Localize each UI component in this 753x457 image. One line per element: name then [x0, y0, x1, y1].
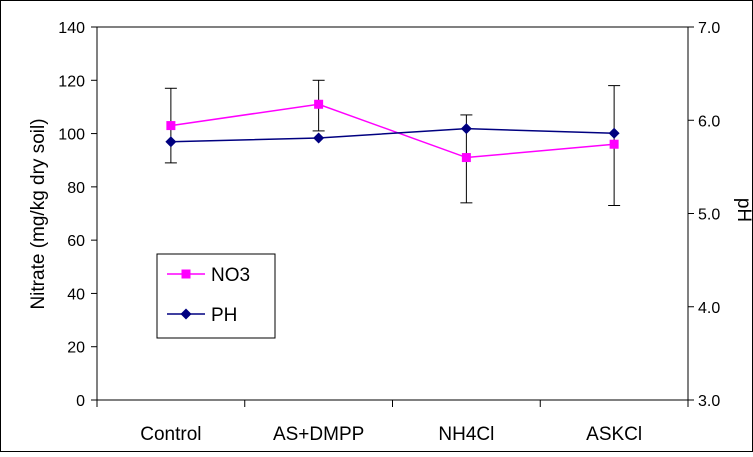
y2-tick-label: 6.0: [698, 113, 720, 130]
y-tick-label: 80: [67, 180, 85, 197]
legend-box: [156, 253, 276, 339]
data-point-ph: [165, 136, 177, 148]
y2-tick-label: 5.0: [698, 207, 720, 224]
legend-marker-no3: [181, 269, 191, 279]
x-tick-label: NH4Cl: [438, 424, 494, 445]
y-axis-label: Nitrate (mg/kg dry soil): [28, 118, 49, 309]
x-tick-label: Control: [140, 424, 201, 445]
y-tick-label: 60: [67, 233, 85, 250]
x-tick-label: ASKCl: [586, 424, 642, 445]
data-point-no3: [461, 153, 471, 163]
x-tick-label: AS+DMPP: [273, 424, 364, 445]
y-tick-label: 140: [58, 20, 85, 37]
series-line-no3: [170, 103, 615, 159]
data-point-no3: [166, 121, 176, 131]
series-line-ph: [170, 127, 615, 143]
y-tick-label: 20: [67, 340, 85, 357]
legend-label-no3: NO3: [211, 265, 250, 286]
y-tick-label: 120: [58, 73, 85, 90]
y2-tick-label: 3.0: [698, 393, 720, 410]
y2-tick-label: 7.0: [698, 20, 720, 37]
y-tick-label: 40: [67, 286, 85, 303]
y-tick-label: 100: [58, 127, 85, 144]
data-point-ph: [460, 123, 472, 135]
series: [165, 99, 620, 163]
legend-marker-ph: [180, 308, 192, 320]
data-point-no3: [314, 99, 324, 109]
y2-tick-label: 4.0: [698, 300, 720, 317]
y2-axis-label: pH: [733, 198, 753, 222]
legend-label-ph: PH: [211, 305, 237, 326]
data-point-no3: [609, 139, 619, 149]
data-point-ph: [313, 132, 325, 144]
data-point-ph: [608, 127, 620, 139]
axes: 0 20 40 60 80 100 120 140 3.0 4.0 5.0 6.0 7.0 Control…: [58, 20, 720, 445]
y-tick-label: 0: [76, 393, 85, 410]
legend: NO3 PH: [156, 253, 276, 339]
